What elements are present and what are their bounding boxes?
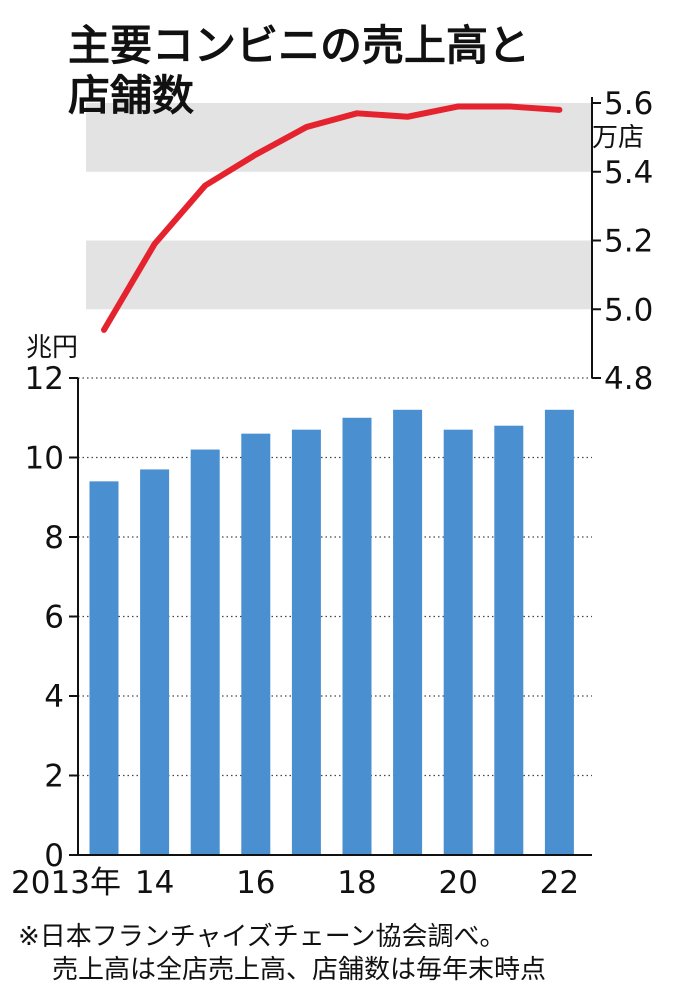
- bar-tick-label: 8: [44, 520, 64, 556]
- bar-tick-label: 6: [44, 600, 64, 636]
- line-band: [86, 240, 592, 310]
- x-tick-label: 18: [337, 865, 376, 901]
- bar-unit-label: 兆円: [26, 333, 78, 363]
- line-series: [101, 103, 563, 333]
- store-count-line: [101, 103, 563, 333]
- bar-axis: 0 2 4 6 8 10 12: [25, 361, 79, 874]
- line-axis: 4.8 5.0 5.2 5.4 5.6: [591, 86, 653, 397]
- source-note: ※日本フランチャイズチェーン協会調べ。: [18, 922, 505, 952]
- line-tick-label: 4.8: [604, 361, 653, 397]
- line-tick-label: 5.4: [604, 155, 653, 191]
- chart-title-line1: 主要コンビニの売上高と: [68, 21, 530, 70]
- x-tick-label: 2013年: [11, 865, 121, 901]
- line-tick-label: 5.6: [604, 86, 653, 122]
- bar: [443, 429, 473, 855]
- bar: [494, 425, 524, 855]
- bar: [140, 469, 170, 855]
- bar-tick-label: 10: [25, 441, 64, 477]
- definition-note: 売上高は全店売上高、店舗数は毎年末時点: [52, 955, 546, 985]
- line-unit-label: 万店: [592, 123, 644, 153]
- bar-series: [89, 409, 574, 855]
- x-tick-label: 16: [236, 865, 275, 901]
- bar: [89, 481, 119, 855]
- bar-tick-label: 4: [44, 679, 64, 715]
- bar: [544, 409, 574, 855]
- x-axis: 2013年 14 16 18 20 22: [11, 854, 592, 901]
- x-tick-label: 14: [135, 865, 174, 901]
- bar-tick-label: 2: [44, 759, 64, 795]
- line-tick-label: 5.2: [604, 224, 653, 260]
- bar: [342, 417, 372, 855]
- line-tick-label: 5.0: [604, 292, 653, 328]
- bar-tick-label: 12: [25, 361, 64, 397]
- bar-tick-label: 0: [44, 838, 64, 874]
- bar: [190, 449, 220, 855]
- line-band: [86, 103, 592, 172]
- bar: [241, 433, 271, 855]
- x-tick-label: 20: [438, 865, 477, 901]
- bar: [291, 429, 321, 855]
- x-tick-label: 22: [540, 865, 579, 901]
- line-gray-bands: [86, 103, 592, 310]
- bar: [393, 409, 423, 855]
- chart-title-line2: 店舗数: [68, 71, 194, 120]
